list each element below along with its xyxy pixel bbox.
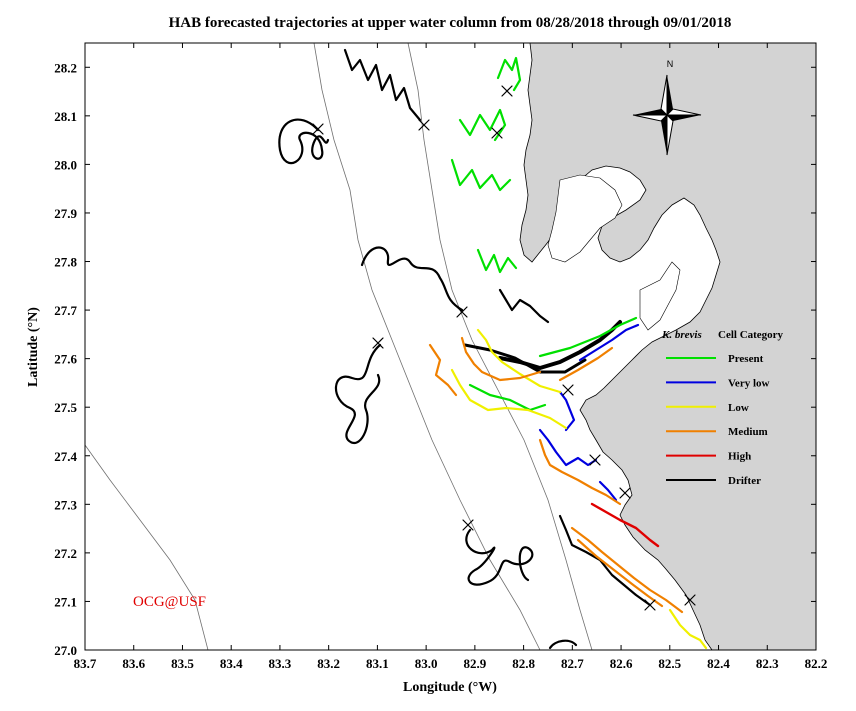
x-tick-label: 83.2 <box>317 656 340 671</box>
x-tick-label: 83.0 <box>415 656 438 671</box>
legend-entries: Present Very low Low Medium High Drifter <box>666 353 770 487</box>
legend-label: Medium <box>728 426 768 438</box>
legend-title-species: K. brevis <box>661 329 702 341</box>
plot-area <box>84 42 817 651</box>
present-track <box>458 108 507 142</box>
y-tick-label: 27.9 <box>54 206 77 221</box>
x-tick-label: 83.4 <box>220 656 243 671</box>
isobath-shallow <box>407 42 593 651</box>
x-tick-label: 83.5 <box>171 656 194 671</box>
trajectory-end-markers <box>312 85 696 611</box>
x-axis-title: Longitude (°W) <box>403 680 497 695</box>
present-track <box>450 158 512 192</box>
x-tick-label: 82.3 <box>756 656 779 671</box>
y-tick-label: 27.3 <box>54 497 77 512</box>
charlotte-harbor-water <box>639 261 681 331</box>
y-tick-label: 27.2 <box>54 546 77 561</box>
trajectories <box>278 48 708 650</box>
legend-title-category: Cell Category <box>718 329 784 341</box>
legend-label: Drifter <box>728 475 761 487</box>
tampa-bay-water <box>547 174 623 263</box>
x-tick-label: 82.8 <box>512 656 535 671</box>
y-tick-label: 28.1 <box>54 109 77 124</box>
x-tick-label: 82.6 <box>610 656 633 671</box>
x-tick-label: 83.3 <box>269 656 292 671</box>
credit-label: OCG@USF <box>133 594 206 610</box>
isobath-mid <box>313 42 541 651</box>
low-track <box>668 608 708 650</box>
svg-text:K. brevis: K. brevis <box>661 329 702 341</box>
x-tick-label: 82.2 <box>805 656 828 671</box>
drifter-track <box>278 118 330 165</box>
y-tick-label: 27.7 <box>54 303 77 318</box>
drifter-track <box>334 343 382 444</box>
legend-label: High <box>728 451 751 463</box>
x-tick-label: 82.9 <box>463 656 486 671</box>
y-tick-label: 27.8 <box>54 255 77 270</box>
legend: K. brevis Cell Category Present Very low L… <box>661 329 784 487</box>
x-tick-label: 82.5 <box>658 656 681 671</box>
y-axis: 28.2 28.1 28.0 27.9 27.8 27.7 27.6 27.5 27.4 27.3… <box>54 60 816 658</box>
medium-track <box>570 526 684 614</box>
very-low-track <box>558 390 576 432</box>
isobath-deep <box>84 444 209 651</box>
present-track <box>538 316 638 358</box>
x-tick-label: 82.7 <box>561 656 584 671</box>
y-tick-label: 27.6 <box>54 352 77 367</box>
present-track <box>496 56 522 92</box>
y-tick-label: 27.0 <box>54 643 77 658</box>
legend-label: Very low <box>728 377 770 389</box>
present-track <box>468 383 547 412</box>
low-track <box>450 368 568 430</box>
very-low-track <box>578 323 640 362</box>
y-tick-label: 27.5 <box>54 400 77 415</box>
medium-track <box>538 438 622 506</box>
medium-track <box>428 343 458 397</box>
very-low-track <box>598 480 618 502</box>
high-track <box>590 502 660 548</box>
drifter-track <box>548 639 578 650</box>
medium-track <box>460 336 542 382</box>
x-tick-label: 83.6 <box>122 656 145 671</box>
y-axis-title: Latitude (°N) <box>26 307 41 387</box>
x-tick-label: 83.1 <box>366 656 389 671</box>
drifter-track <box>360 246 464 312</box>
drifter-track <box>465 528 534 586</box>
x-tick-label: 82.4 <box>707 656 730 671</box>
drifter-cluster <box>463 343 587 374</box>
y-tick-label: 27.4 <box>54 449 77 464</box>
very-low-track <box>538 428 598 467</box>
chart-title: HAB forecasted trajectories at upper wat… <box>169 15 732 31</box>
x-axis: 83.7 83.6 83.5 83.4 83.3 83.2 83.1 83.0 82.9 82.8… <box>74 43 828 671</box>
y-tick-label: 27.1 <box>54 594 77 609</box>
drifter-track <box>498 288 550 324</box>
y-tick-label: 28.0 <box>54 157 77 172</box>
y-tick-label: 28.2 <box>54 60 77 75</box>
north-arrow-icon: N <box>632 59 702 156</box>
medium-track <box>558 346 614 382</box>
legend-label: Low <box>728 402 749 414</box>
low-track <box>476 328 562 394</box>
land-florida <box>519 42 817 651</box>
medium-track <box>576 538 664 608</box>
x-tick-label: 83.7 <box>74 656 97 671</box>
legend-label: Present <box>728 353 764 365</box>
north-label: N <box>667 59 674 69</box>
present-track <box>476 248 518 274</box>
drifter-track <box>343 48 422 122</box>
